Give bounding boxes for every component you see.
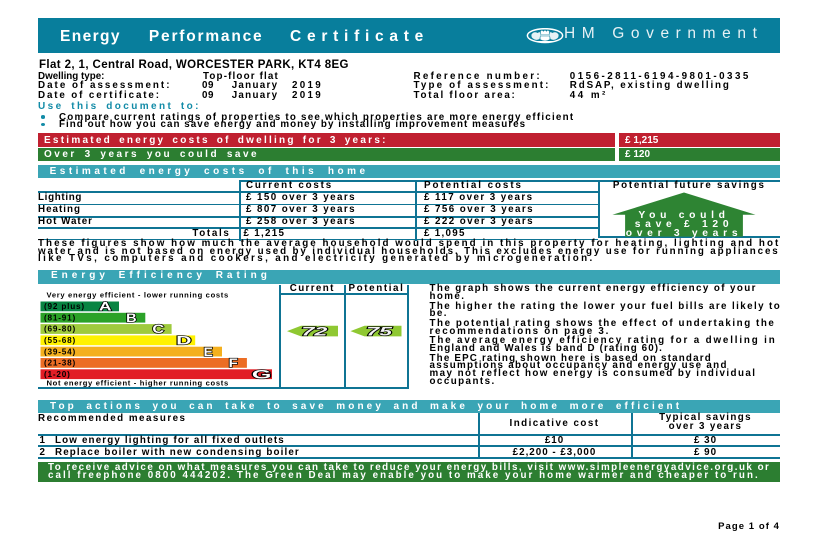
svg-text:(92 plus): (92 plus) [44, 302, 85, 311]
svg-text:(1-20): (1-20) [44, 370, 71, 379]
svg-text:(55-68): (55-68) [44, 336, 76, 345]
svg-text:E: E [204, 347, 214, 359]
svg-text:72: 72 [301, 325, 328, 339]
svg-text:G: G [252, 369, 272, 381]
svg-text:(69-80): (69-80) [44, 325, 76, 334]
svg-text:(21-38): (21-38) [44, 359, 76, 368]
svg-text:Very energy efficient - lower: Very energy efficient - lower running co… [47, 291, 229, 300]
svg-text:75: 75 [366, 325, 392, 339]
svg-text:D: D [176, 336, 191, 348]
svg-text:Not energy efficient - higher: Not energy efficient - higher running co… [47, 378, 229, 387]
svg-text:F: F [229, 358, 238, 370]
svg-text:C: C [152, 324, 164, 336]
svg-text:(81-91): (81-91) [44, 313, 76, 322]
svg-text:B: B [126, 313, 136, 325]
svg-text:A: A [99, 302, 112, 314]
svg-text:(39-54): (39-54) [44, 347, 76, 356]
